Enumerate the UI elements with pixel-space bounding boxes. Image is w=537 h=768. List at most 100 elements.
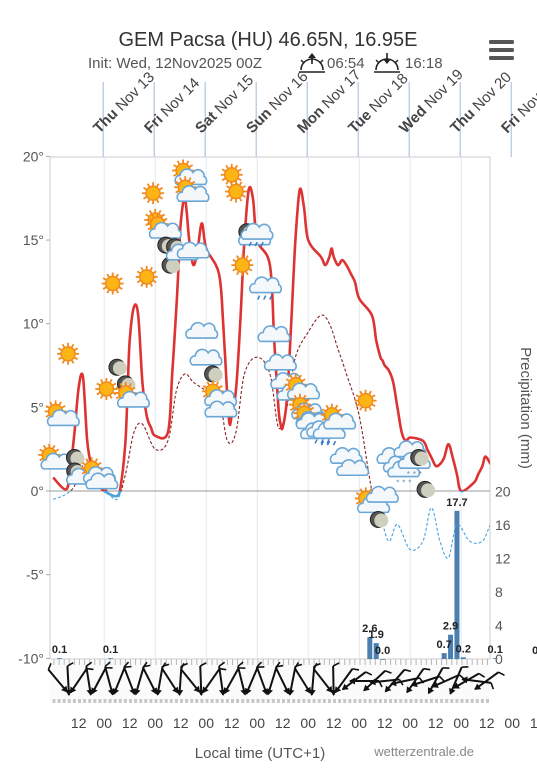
cloud-icon [85, 472, 119, 490]
sun-ray [237, 177, 242, 182]
precip-tick-label: 8 [495, 584, 503, 600]
hour-marker [307, 699, 311, 703]
temp-tick-label: 0° [31, 483, 44, 499]
wind-barb-head [245, 687, 252, 695]
sun-ray [45, 414, 50, 418]
wind-barb-icon [245, 665, 265, 695]
hour-marker [312, 699, 316, 703]
sun-icon [231, 254, 254, 277]
wind-barb-flag [237, 661, 244, 668]
sun-disc [98, 381, 115, 397]
sun-ray [61, 405, 66, 409]
wind-barb-icon [112, 665, 132, 695]
wind-barb-icon [104, 661, 115, 696]
x-tick-label: 00 [453, 715, 469, 731]
sun-cloud-icon [114, 381, 151, 408]
sun-ray [156, 183, 160, 188]
snow-flake: * [419, 470, 422, 479]
x-tick-label: 12 [479, 715, 495, 731]
cloud-icon [336, 459, 370, 477]
wind-barb-flag [218, 661, 226, 667]
sun-ray [355, 403, 360, 407]
sun-ray [115, 395, 120, 400]
hour-marker [108, 699, 112, 703]
hour-marker [287, 699, 291, 703]
sun-ray [112, 382, 117, 386]
sun-ray [289, 374, 293, 379]
sun-disc [228, 183, 244, 200]
sun-ray [109, 394, 113, 399]
sun-cloud-icon [174, 176, 210, 203]
sun-ray [297, 403, 302, 408]
sun-ray [173, 173, 178, 177]
cloud-shape [185, 321, 219, 339]
precip-value-label: 0.1 [103, 644, 118, 656]
hour-marker [103, 699, 107, 703]
wind-barb-icon [161, 662, 179, 694]
precip-tick-label: 4 [495, 618, 503, 634]
rain-drop [263, 295, 267, 300]
hour-marker [424, 699, 428, 703]
sun-ray [148, 209, 153, 214]
sun-ray [81, 471, 86, 475]
snow-flake: * [396, 479, 399, 488]
hour-marker [113, 699, 117, 703]
cloud-shape [46, 409, 80, 427]
wind-barb-flag [142, 661, 148, 669]
precip-value-label: 0.0 [375, 645, 390, 657]
precip-bar [460, 657, 466, 659]
sun-ray [355, 394, 360, 398]
hour-marker [225, 699, 229, 703]
wind-barb-flag [461, 665, 469, 668]
sun-ray [106, 273, 110, 278]
init-text: Init: Wed, 12Nov2025 00Z [88, 55, 262, 72]
rain-drop [320, 440, 325, 446]
hour-marker [302, 699, 306, 703]
sun-disc [234, 257, 251, 273]
hour-marker [450, 699, 454, 703]
sun-ray [321, 417, 326, 422]
x-tick-label: 00 [249, 715, 265, 731]
snow-flake: * [402, 479, 405, 488]
hour-marker [256, 699, 260, 703]
sun-ray [100, 378, 104, 383]
sun-ray [232, 268, 237, 272]
sun-ray [229, 197, 233, 202]
sun-ray [218, 385, 223, 389]
sun-ray [294, 406, 299, 411]
sun-ray [131, 386, 136, 391]
x-tick-label: 12 [326, 715, 342, 731]
precip-value-label: 0.1 [488, 644, 503, 656]
sun-ray [289, 398, 294, 402]
sun-ray [96, 391, 101, 396]
x-tick-label: 12 [224, 715, 240, 731]
sun-ray [236, 271, 240, 276]
wind-barb-head [427, 687, 435, 695]
day-date: Nov 13 [112, 69, 158, 115]
sun-ray [97, 461, 102, 466]
hour-marker [394, 699, 398, 703]
cloud-icon [263, 353, 297, 371]
precip-bar [57, 658, 63, 659]
init-line: Init: Wed, 12Nov2025 00Z 06:54 16:18 [88, 53, 443, 73]
sun-ray [109, 378, 113, 383]
sun-ray [140, 266, 144, 271]
cloud-shape [176, 241, 210, 259]
cloud-icon [189, 348, 223, 366]
sun-ray [152, 270, 157, 274]
sun-cloud-icon [284, 373, 321, 400]
moon-icon [410, 449, 429, 467]
sun-ray [325, 404, 329, 409]
moon-icon [204, 365, 223, 383]
sun-icon [57, 342, 80, 365]
hour-marker [67, 699, 71, 703]
hour-marker [62, 699, 66, 703]
sun-icon [354, 389, 377, 412]
hamburger-menu-icon[interactable] [489, 40, 514, 60]
wind-barb-flag [47, 663, 52, 670]
sun-ray [160, 214, 164, 218]
sun-ray [152, 279, 157, 284]
hour-marker [404, 699, 408, 703]
sun-ray [215, 381, 220, 386]
hour-marker [129, 699, 132, 703]
